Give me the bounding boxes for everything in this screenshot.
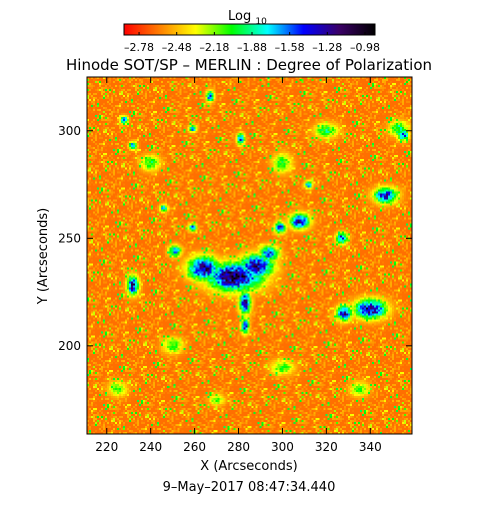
y-tick-label: 200: [58, 339, 81, 353]
x-tick-label: 300: [271, 440, 294, 454]
colorbar-tick-label: –1.58: [275, 41, 305, 54]
x-tick-label: 340: [359, 440, 382, 454]
colorbar-tick-label: –1.28: [312, 41, 342, 54]
x-tick-label: 320: [315, 440, 338, 454]
x-tick-label: 220: [95, 440, 118, 454]
colorbar-tick-label: –1.88: [237, 41, 267, 54]
heatmap-image: [87, 77, 412, 434]
x-tick-label: 240: [139, 440, 162, 454]
colorbar-tick-label: –0.98: [350, 41, 380, 54]
y-tick-label: 300: [58, 124, 81, 138]
x-axis-label: X (Arcseconds): [200, 459, 297, 474]
y-tick-label: 250: [58, 231, 81, 245]
x-tick-label: 280: [227, 440, 250, 454]
plot-frame: [86, 76, 413, 435]
chart-title: Hinode SOT/SP – MERLIN : Degree of Polar…: [66, 56, 432, 74]
colorbar-label: Log 10: [228, 9, 267, 27]
x-axis: 220 240 260 280 300 320 340: [95, 77, 382, 454]
colorbar-tick-label: –2.78: [124, 41, 154, 54]
colorbar-tick-label: –2.18: [199, 41, 229, 54]
x-tick-label: 260: [183, 440, 206, 454]
colorbar-label-subscript: 10: [255, 17, 267, 27]
colorbar-ticks: –2.78 –2.48 –2.18 –1.88 –1.58 –1.28 –0.98: [124, 32, 380, 54]
y-axis-label: Y (Arcseconds): [36, 208, 51, 305]
y-axis: 200 250 300: [58, 124, 412, 353]
timestamp-footer: 9–May–2017 08:47:34.440: [163, 480, 336, 495]
colorbar: [123, 23, 376, 36]
heatmap-area: [86, 76, 413, 435]
colorbar-tick-label: –2.48: [162, 41, 192, 54]
